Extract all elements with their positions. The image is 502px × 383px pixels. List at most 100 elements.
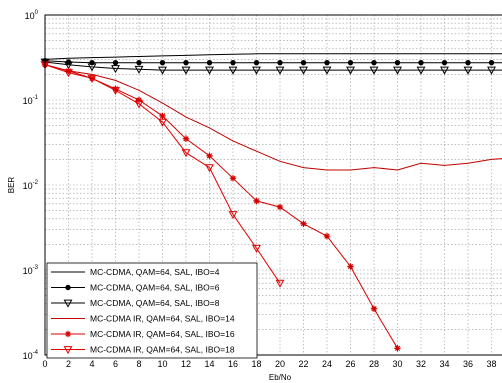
y-tick-label: 100 bbox=[25, 10, 39, 21]
y-tick-label: 10-3 bbox=[23, 265, 39, 276]
data-point-marker bbox=[64, 61, 73, 70]
data-point-marker bbox=[87, 63, 97, 72]
data-point-marker bbox=[159, 112, 166, 120]
data-point-marker bbox=[394, 345, 401, 352]
x-tick-label: 6 bbox=[113, 359, 118, 369]
data-point-marker bbox=[322, 66, 332, 75]
data-point-marker bbox=[158, 118, 167, 127]
series-line bbox=[44, 61, 502, 71]
y-tick-label: 10-4 bbox=[23, 350, 39, 361]
x-tick-labels: 0246810121416182022242628303234363840 bbox=[42, 359, 496, 369]
data-point-marker bbox=[275, 66, 285, 75]
data-point-marker bbox=[205, 66, 214, 75]
data-point-marker bbox=[275, 279, 285, 288]
data-point-marker bbox=[488, 59, 495, 66]
data-point-marker bbox=[134, 65, 144, 74]
legend-label: MC-CDMA, QAM=64, SAL, IBO=6 bbox=[90, 283, 220, 293]
data-point-marker bbox=[228, 211, 238, 220]
data-point-marker bbox=[277, 59, 283, 66]
data-point-marker bbox=[135, 96, 143, 104]
x-tick-label: 16 bbox=[228, 359, 238, 369]
data-point-marker bbox=[181, 149, 191, 158]
legend-marker bbox=[64, 330, 72, 338]
y-tick-label: 10-2 bbox=[23, 180, 39, 191]
y-axis-label: BER bbox=[7, 177, 16, 194]
data-point-marker bbox=[324, 59, 330, 66]
data-point-marker bbox=[159, 59, 166, 66]
series-line bbox=[44, 53, 502, 60]
data-point-marker bbox=[371, 59, 377, 66]
data-point-marker bbox=[87, 74, 97, 83]
data-point-marker bbox=[300, 220, 307, 227]
legend-label: MC-CDMA IR, QAM=64, SAL, IBO=18 bbox=[90, 345, 235, 355]
data-point-marker bbox=[230, 59, 236, 66]
x-tick-label: 20 bbox=[275, 359, 285, 369]
data-point-marker bbox=[228, 66, 238, 75]
x-tick-label: 38 bbox=[486, 359, 496, 369]
data-point-marker bbox=[487, 66, 496, 75]
legend: MC-CDMA, QAM=64, SAL, IBO=4 MC-CDMA, QAM=… bbox=[46, 262, 258, 359]
x-tick-label: 8 bbox=[136, 359, 141, 369]
legend-marker bbox=[63, 299, 73, 308]
legend-marker bbox=[65, 284, 71, 291]
data-point-marker bbox=[299, 66, 308, 75]
data-point-marker bbox=[206, 59, 213, 66]
data-point-marker bbox=[300, 59, 307, 66]
data-point-marker bbox=[112, 85, 119, 93]
data-point-marker bbox=[65, 67, 72, 75]
data-point-marker bbox=[369, 66, 379, 75]
data-point-marker bbox=[252, 66, 261, 75]
x-tick-label: 18 bbox=[251, 359, 261, 369]
x-tick-label: 2 bbox=[66, 359, 71, 369]
data-point-marker bbox=[418, 59, 424, 66]
data-point-marker bbox=[136, 59, 142, 66]
data-point-marker bbox=[112, 59, 119, 66]
data-point-marker bbox=[370, 305, 378, 312]
y-tick-label: 10-1 bbox=[23, 95, 39, 106]
data-point-marker bbox=[111, 86, 120, 95]
x-tick-label: 34 bbox=[439, 359, 449, 369]
x-axis-label: Eb/No bbox=[269, 373, 292, 382]
legend-label: MC-CDMA, QAM=64, SAL, IBO=4 bbox=[90, 267, 220, 277]
data-point-marker bbox=[134, 100, 144, 109]
data-point-marker bbox=[394, 59, 401, 66]
data-point-marker bbox=[441, 59, 448, 66]
series-1 bbox=[44, 53, 502, 60]
x-tick-label: 10 bbox=[157, 359, 167, 369]
data-point-marker bbox=[205, 164, 214, 173]
series-line bbox=[44, 64, 281, 284]
data-point-marker bbox=[323, 232, 331, 240]
x-tick-label: 12 bbox=[181, 359, 191, 369]
data-point-marker bbox=[416, 66, 426, 75]
data-point-marker bbox=[253, 59, 260, 66]
series-line bbox=[44, 64, 502, 171]
x-tick-label: 32 bbox=[416, 359, 426, 369]
legend-label: MC-CDMA IR, QAM=64, SAL, IBO=14 bbox=[90, 314, 235, 324]
plot-frame bbox=[44, 14, 502, 356]
data-point-marker bbox=[346, 66, 355, 75]
legend-label: MC-CDMA IR, QAM=64, SAL, IBO=16 bbox=[90, 329, 235, 339]
data-point-marker bbox=[182, 135, 190, 142]
legend-label: MC-CDMA, QAM=64, SAL, IBO=8 bbox=[90, 298, 220, 308]
x-tick-label: 26 bbox=[345, 359, 355, 369]
series-line bbox=[44, 64, 398, 349]
data-point-marker bbox=[252, 244, 261, 253]
x-tick-label: 14 bbox=[204, 359, 214, 369]
data-point-marker bbox=[463, 66, 473, 75]
data-point-marker bbox=[158, 66, 167, 75]
series-4 bbox=[44, 64, 502, 171]
data-point-marker bbox=[253, 197, 260, 205]
x-tick-label: 24 bbox=[322, 359, 332, 369]
data-point-marker bbox=[229, 175, 237, 182]
data-point-marker bbox=[181, 66, 191, 75]
y-tick-labels: 100 10-1 10-2 10-3 10-4 bbox=[23, 10, 39, 361]
data-point-marker bbox=[393, 66, 402, 75]
x-tick-label: 28 bbox=[369, 359, 379, 369]
data-point-marker bbox=[111, 65, 120, 74]
data-point-marker bbox=[64, 69, 73, 78]
data-point-marker bbox=[206, 152, 213, 160]
data-point-marker bbox=[276, 203, 284, 211]
series-6 bbox=[40, 61, 285, 288]
x-tick-label: 0 bbox=[42, 359, 47, 369]
